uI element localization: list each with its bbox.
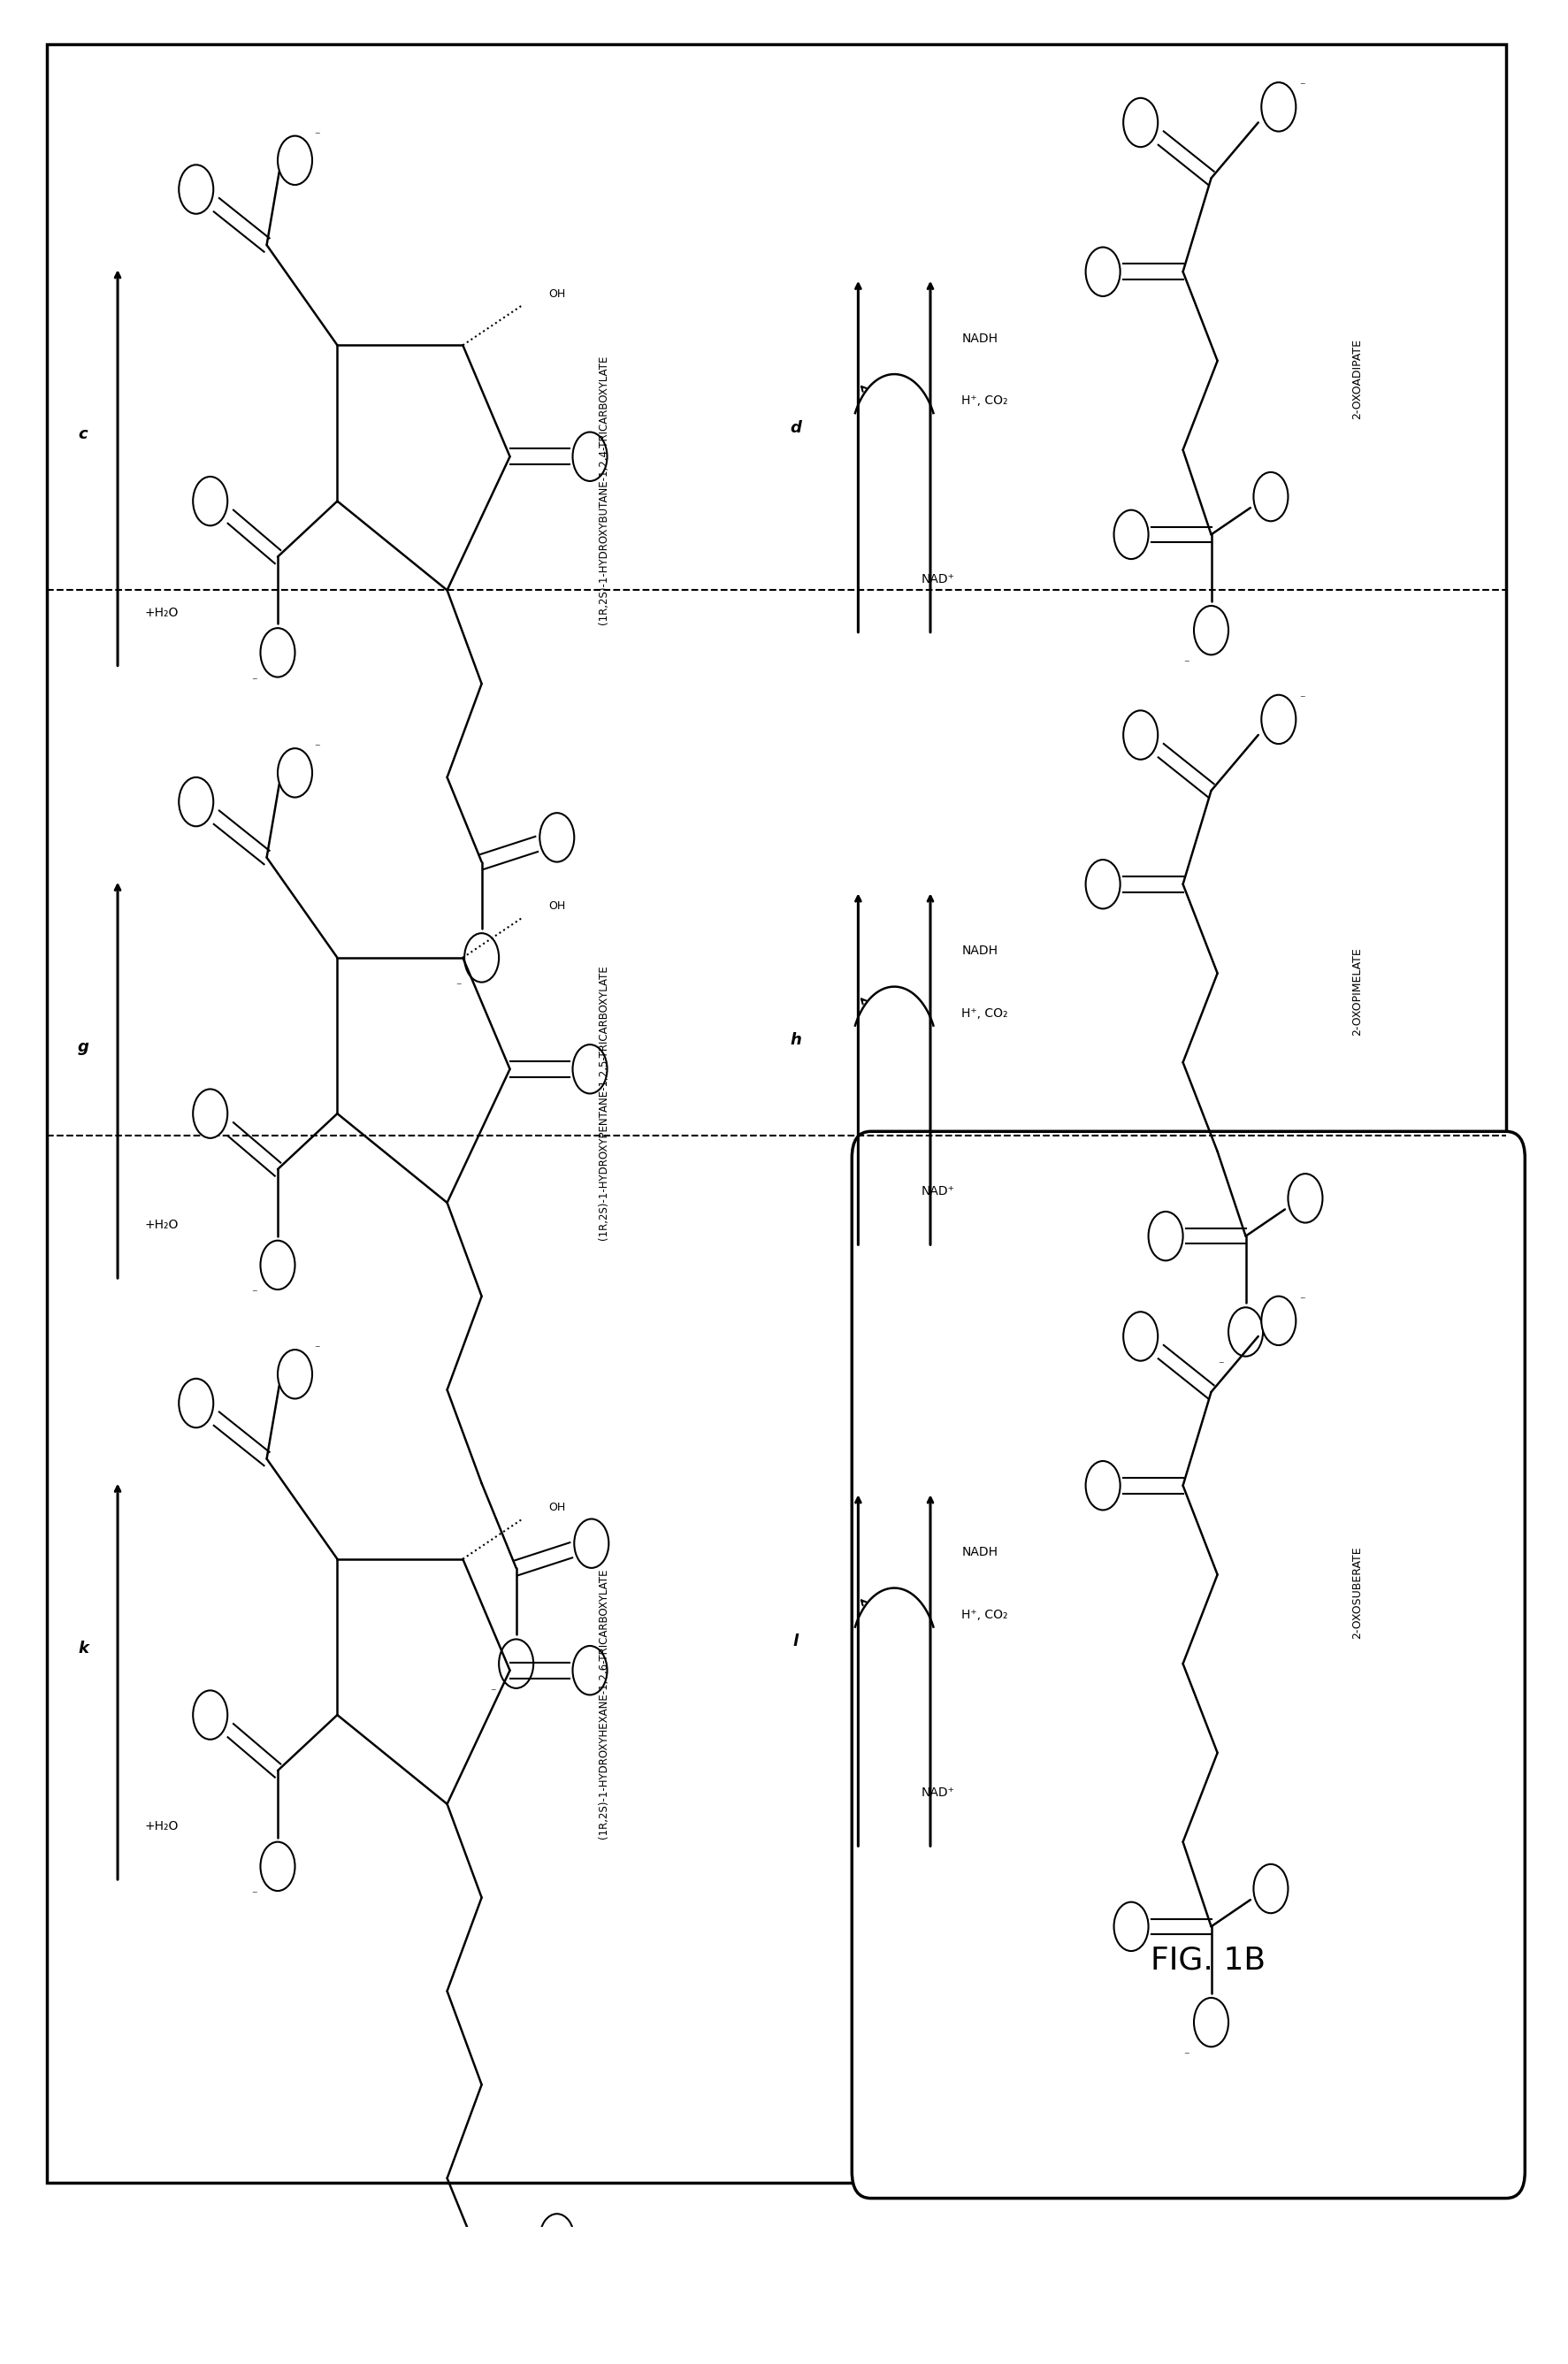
Circle shape — [179, 1378, 213, 1428]
Text: FIG. 1B: FIG. 1B — [1149, 1946, 1265, 1974]
Text: ⁻: ⁻ — [1298, 80, 1305, 92]
Text: H⁺, CO₂: H⁺, CO₂ — [961, 1007, 1008, 1019]
Circle shape — [193, 478, 227, 525]
Circle shape — [1287, 1175, 1322, 1222]
Text: H⁺, CO₂: H⁺, CO₂ — [961, 395, 1008, 407]
Circle shape — [179, 165, 213, 213]
Text: ⁻: ⁻ — [314, 742, 320, 754]
Circle shape — [1085, 860, 1120, 908]
Circle shape — [278, 1350, 312, 1399]
Text: NAD⁺: NAD⁺ — [920, 1787, 953, 1799]
Circle shape — [260, 1842, 295, 1891]
Text: NADH: NADH — [961, 946, 997, 957]
Text: ⁻: ⁻ — [251, 1889, 257, 1901]
Circle shape — [1253, 1865, 1287, 1912]
Circle shape — [1228, 1307, 1262, 1357]
Circle shape — [260, 1241, 295, 1288]
Text: ⁻: ⁻ — [1298, 1295, 1305, 1307]
Circle shape — [499, 1638, 533, 1688]
Text: NAD⁺: NAD⁺ — [920, 1184, 953, 1199]
Circle shape — [278, 749, 312, 797]
Text: d: d — [789, 421, 801, 435]
Text: OH: OH — [549, 1501, 564, 1513]
Text: h: h — [789, 1033, 801, 1047]
Text: OH: OH — [549, 288, 564, 300]
Text: c: c — [78, 426, 88, 442]
Circle shape — [1113, 511, 1148, 558]
Circle shape — [1261, 83, 1295, 132]
Text: ⁻: ⁻ — [314, 130, 320, 142]
Text: (1R,2S)-1-HYDROXYPENTANE-1,2,5-TRICARBOXYLATE: (1R,2S)-1-HYDROXYPENTANE-1,2,5-TRICARBOX… — [597, 965, 610, 1239]
Circle shape — [1123, 97, 1157, 147]
Text: +H₂O: +H₂O — [144, 1820, 179, 1832]
Text: ⁻: ⁻ — [1217, 1359, 1223, 1371]
Circle shape — [1113, 1903, 1148, 1950]
Circle shape — [260, 629, 295, 676]
Text: (1R,2S)-1-HYDROXYHEXANE-1,2,6-TRICARBOXYLATE: (1R,2S)-1-HYDROXYHEXANE-1,2,6-TRICARBOXY… — [597, 1570, 610, 1839]
Circle shape — [1261, 1295, 1295, 1345]
Circle shape — [572, 1645, 607, 1695]
Text: g: g — [77, 1038, 89, 1054]
Text: 2-OXOADIPATE: 2-OXOADIPATE — [1350, 338, 1363, 418]
Circle shape — [1148, 1213, 1182, 1260]
Text: +H₂O: +H₂O — [144, 1220, 179, 1232]
Text: ⁻: ⁻ — [314, 1343, 320, 1355]
Circle shape — [1193, 1998, 1228, 2047]
Circle shape — [1193, 605, 1228, 655]
Text: H⁺, CO₂: H⁺, CO₂ — [961, 1608, 1008, 1622]
Circle shape — [1261, 695, 1295, 745]
Text: ⁻: ⁻ — [489, 1688, 495, 1697]
Circle shape — [1253, 473, 1287, 520]
Text: ⁻: ⁻ — [251, 676, 257, 688]
Circle shape — [572, 433, 607, 480]
Text: NADH: NADH — [961, 333, 997, 345]
Circle shape — [572, 1045, 607, 1095]
Text: NADH: NADH — [961, 1546, 997, 1558]
Circle shape — [539, 2213, 574, 2262]
Text: ⁻: ⁻ — [455, 981, 461, 993]
Circle shape — [1123, 712, 1157, 759]
Circle shape — [193, 1690, 227, 1740]
Text: l: l — [792, 1634, 798, 1650]
Circle shape — [193, 1090, 227, 1137]
Circle shape — [574, 1520, 608, 1567]
Text: k: k — [78, 1641, 88, 1657]
Text: NAD⁺: NAD⁺ — [920, 572, 953, 586]
Text: ⁻: ⁻ — [1182, 657, 1189, 669]
Circle shape — [1085, 1461, 1120, 1511]
Text: ⁻: ⁻ — [251, 1288, 257, 1300]
Text: (1R,2S)-1-HYDROXYBUTANE-1,2,4-TRICARBOXYLATE: (1R,2S)-1-HYDROXYBUTANE-1,2,4-TRICARBOXY… — [597, 355, 610, 624]
Text: ⁻: ⁻ — [1298, 693, 1305, 704]
Circle shape — [278, 135, 312, 184]
FancyBboxPatch shape — [851, 1132, 1524, 2199]
Text: ⁻: ⁻ — [1182, 2050, 1189, 2061]
Text: 2-OXOPIMELATE: 2-OXOPIMELATE — [1350, 948, 1363, 1035]
Text: 2-OXOSUBERATE: 2-OXOSUBERATE — [1350, 1546, 1363, 1638]
Text: OH: OH — [549, 901, 564, 913]
Circle shape — [464, 934, 499, 981]
Circle shape — [464, 2333, 499, 2364]
Circle shape — [1085, 248, 1120, 296]
Circle shape — [539, 813, 574, 863]
Text: +H₂O: +H₂O — [144, 605, 179, 619]
Circle shape — [179, 778, 213, 827]
FancyBboxPatch shape — [47, 45, 1505, 2182]
Circle shape — [1123, 1312, 1157, 1362]
